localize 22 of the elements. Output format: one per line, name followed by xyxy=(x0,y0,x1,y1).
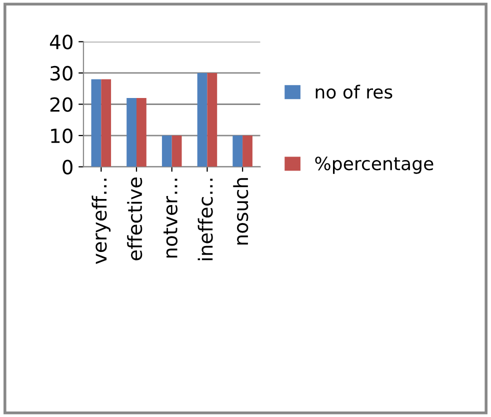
x-tick-label: notver… xyxy=(164,178,178,258)
bar xyxy=(101,79,112,167)
y-tick-label: 0 xyxy=(62,160,72,174)
y-tick-label: 20 xyxy=(50,97,72,112)
y-tick-label: 30 xyxy=(50,66,72,81)
x-tick-label: veryeff… xyxy=(92,178,111,264)
bar xyxy=(162,136,172,167)
bar xyxy=(126,98,136,167)
bar xyxy=(172,136,182,167)
legend-label: %percentage xyxy=(315,156,434,174)
y-tick-label: 40 xyxy=(50,34,72,50)
x-tick-label: effective xyxy=(127,178,142,260)
bar xyxy=(197,72,208,167)
legend-label: no of res xyxy=(316,84,392,99)
bar xyxy=(136,98,146,167)
y-tick-label: 10 xyxy=(51,128,72,144)
x-tick-label: nosuch xyxy=(233,178,248,244)
x-tick-label: ineffec… xyxy=(198,178,213,260)
bar xyxy=(91,79,102,167)
bar xyxy=(232,136,243,167)
bar xyxy=(242,136,252,167)
bar xyxy=(207,72,218,167)
